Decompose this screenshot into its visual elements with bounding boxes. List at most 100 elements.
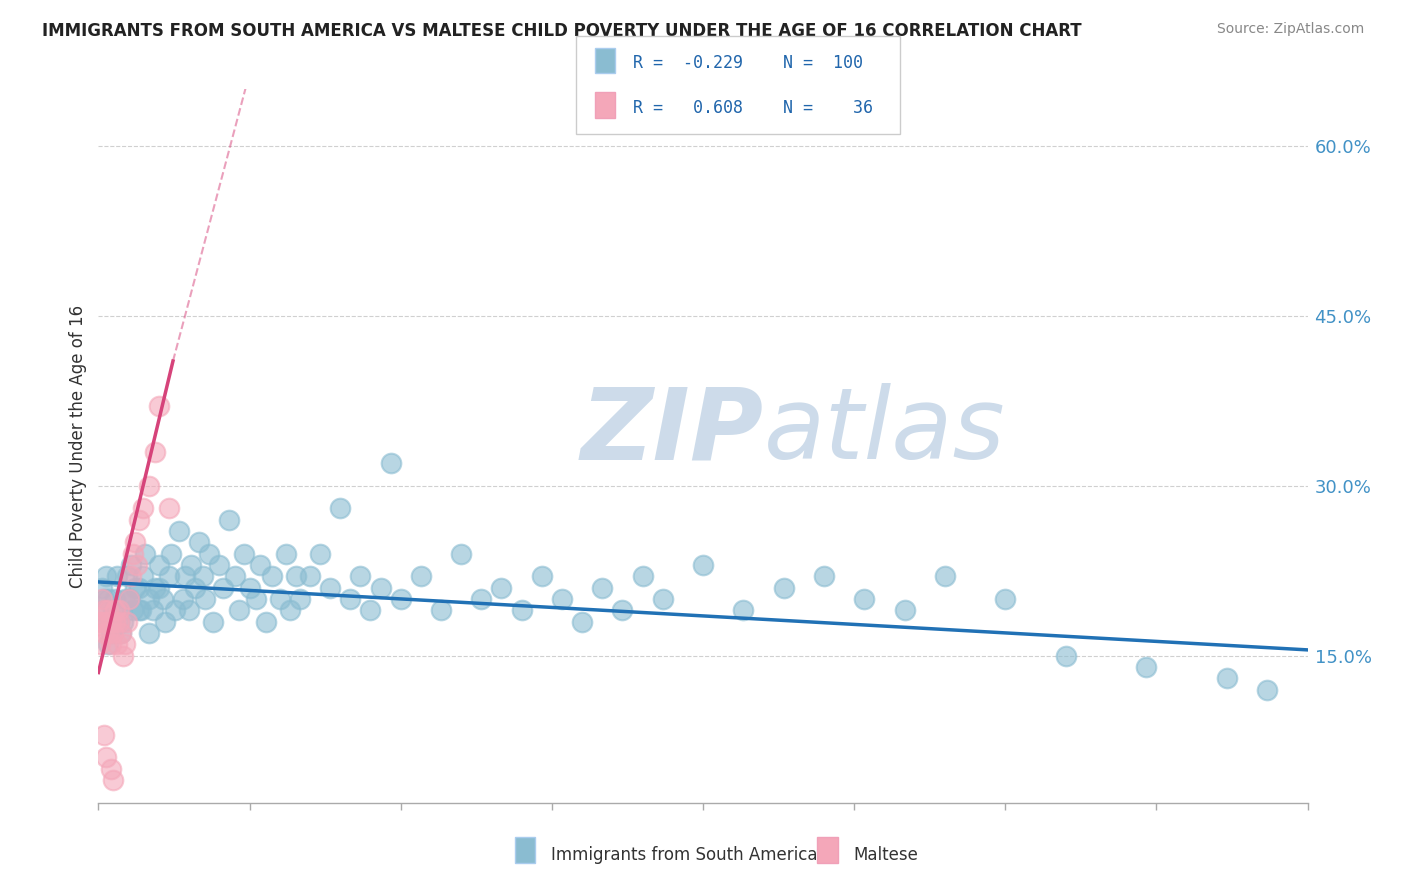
Point xyxy=(228,603,250,617)
Point xyxy=(470,591,492,606)
Point xyxy=(103,603,125,617)
Point xyxy=(224,569,246,583)
Point xyxy=(153,615,176,629)
Point xyxy=(172,591,194,606)
Point xyxy=(124,581,146,595)
Point xyxy=(114,637,136,651)
Point xyxy=(100,615,122,629)
Point xyxy=(97,615,120,629)
Point xyxy=(143,444,166,458)
Point xyxy=(93,603,115,617)
Point xyxy=(124,535,146,549)
Point xyxy=(491,581,513,595)
Point xyxy=(188,535,211,549)
Point xyxy=(853,591,876,606)
Point xyxy=(339,591,361,606)
Point xyxy=(93,728,115,742)
Point xyxy=(893,603,915,617)
Point xyxy=(91,591,114,606)
Point xyxy=(370,581,392,595)
Point xyxy=(105,569,128,583)
Point xyxy=(96,569,118,583)
Point xyxy=(110,626,132,640)
Point xyxy=(450,547,472,561)
Point xyxy=(299,569,322,583)
Point xyxy=(360,603,382,617)
Point xyxy=(1216,671,1239,685)
Point xyxy=(772,581,794,595)
Point xyxy=(118,591,141,606)
Point xyxy=(1135,660,1157,674)
Point xyxy=(128,603,150,617)
Point xyxy=(110,626,132,640)
Point xyxy=(91,581,114,595)
Point xyxy=(125,558,148,572)
Point xyxy=(101,603,124,617)
Point xyxy=(91,615,114,629)
Point xyxy=(107,615,129,629)
Point xyxy=(101,773,124,788)
Y-axis label: Child Poverty Under the Age of 16: Child Poverty Under the Age of 16 xyxy=(69,304,87,588)
Point xyxy=(157,569,180,583)
Point xyxy=(93,603,115,617)
Point xyxy=(120,558,142,572)
Point xyxy=(111,615,134,629)
Point xyxy=(278,603,301,617)
Point xyxy=(148,400,170,414)
Point xyxy=(813,569,835,583)
Point xyxy=(115,615,138,629)
Point xyxy=(114,591,136,606)
Text: R =  -0.229    N =  100: R = -0.229 N = 100 xyxy=(633,54,863,72)
Point xyxy=(103,591,125,606)
Point xyxy=(138,626,160,640)
Point xyxy=(103,615,125,629)
Point xyxy=(1054,648,1077,663)
Point xyxy=(101,626,124,640)
Point xyxy=(212,581,235,595)
Point xyxy=(152,591,174,606)
Point xyxy=(510,603,533,617)
Point xyxy=(571,615,593,629)
Point xyxy=(692,558,714,572)
Point xyxy=(254,615,277,629)
Point xyxy=(329,501,352,516)
Point xyxy=(202,615,225,629)
Point xyxy=(138,591,160,606)
Point xyxy=(193,569,215,583)
Point xyxy=(218,513,240,527)
Point xyxy=(97,603,120,617)
Point xyxy=(120,569,142,583)
Point xyxy=(733,603,755,617)
Point xyxy=(111,648,134,663)
Point xyxy=(631,569,654,583)
Point xyxy=(138,478,160,492)
Point xyxy=(148,558,170,572)
Point xyxy=(157,501,180,516)
Point xyxy=(89,637,111,651)
Point xyxy=(129,603,152,617)
Point xyxy=(551,591,574,606)
Point xyxy=(100,762,122,776)
Point xyxy=(107,615,129,629)
Point xyxy=(260,569,283,583)
Point xyxy=(319,581,342,595)
Text: ZIP: ZIP xyxy=(581,384,763,480)
Point xyxy=(96,750,118,764)
Point xyxy=(96,615,118,629)
Text: IMMIGRANTS FROM SOUTH AMERICA VS MALTESE CHILD POVERTY UNDER THE AGE OF 16 CORRE: IMMIGRANTS FROM SOUTH AMERICA VS MALTESE… xyxy=(42,22,1081,40)
Point xyxy=(121,603,143,617)
Point xyxy=(591,581,613,595)
Text: R =   0.608    N =    36: R = 0.608 N = 36 xyxy=(633,99,873,117)
Point xyxy=(994,591,1017,606)
Point xyxy=(97,591,120,606)
Point xyxy=(132,501,155,516)
Point xyxy=(380,456,402,470)
Point xyxy=(93,626,115,640)
Point xyxy=(934,569,956,583)
Point xyxy=(167,524,190,538)
Point xyxy=(349,569,371,583)
Point xyxy=(142,603,165,617)
Point xyxy=(184,581,207,595)
Text: Maltese: Maltese xyxy=(853,846,918,863)
Point xyxy=(163,603,186,617)
